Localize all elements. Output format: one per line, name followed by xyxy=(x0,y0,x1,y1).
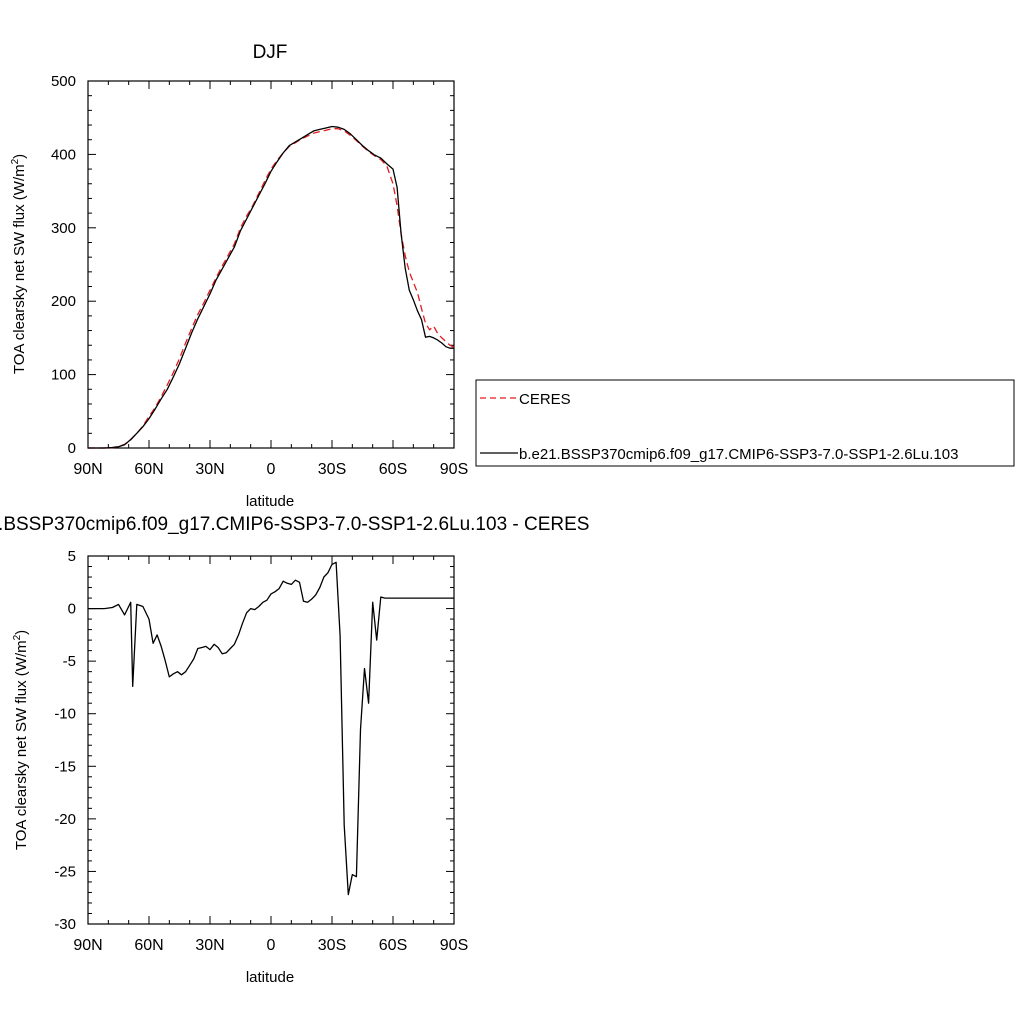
top-title: DJF xyxy=(253,42,288,63)
legend-label-model: b.e21.BSSP370cmip6.f09_g17.CMIP6-SSP3-7.… xyxy=(519,446,958,463)
y-tick-label: 300 xyxy=(51,220,76,237)
x-tick-label: 90S xyxy=(440,461,468,478)
y-tick-label: 5 xyxy=(68,548,76,565)
y-tick-label: 100 xyxy=(51,367,76,384)
top-ticks: 90N 60N 30N 0 30S 60S 90S 0 100 200 300 400 500 xyxy=(51,73,468,478)
x-tick-label: 60N xyxy=(134,461,163,478)
bottom-xlabel: latitude xyxy=(246,969,294,986)
y-tick-label: -10 xyxy=(54,706,76,723)
legend: CERES b.e21.BSSP370cmip6.f09_g17.CMIP6-S… xyxy=(475,379,1015,467)
legend-box xyxy=(475,379,1015,467)
top-ylabel-sup: 2 xyxy=(10,158,21,164)
x-tick-label: 60S xyxy=(379,461,407,478)
x-tick-label: 30N xyxy=(195,937,224,954)
bottom-plot-frame xyxy=(87,555,455,925)
y-tick-label: 0 xyxy=(68,440,76,457)
y-tick-label: 0 xyxy=(68,601,76,618)
y-tick-label: 200 xyxy=(51,293,76,310)
x-tick-label: 60N xyxy=(134,937,163,954)
bottom-ylabel-sup: 2 xyxy=(12,634,23,640)
bottom-series xyxy=(88,561,454,896)
top-xlabel: latitude xyxy=(246,493,294,510)
top-ylabel: TOA clearsky net SW flux (W/m2) xyxy=(10,154,28,374)
y-tick-label: 400 xyxy=(51,146,76,163)
top-series-line-1 xyxy=(88,128,455,449)
x-tick-label: 90S xyxy=(440,937,468,954)
bottom-ylabel: TOA clearsky net SW flux (W/m2) xyxy=(12,630,30,850)
y-tick-label: 500 xyxy=(51,73,76,90)
top-series xyxy=(88,125,455,449)
top-ylabel-main: TOA clearsky net SW flux (W/m xyxy=(11,164,28,374)
y-tick-label: -25 xyxy=(54,863,76,880)
x-tick-label: 30S xyxy=(318,461,346,478)
legend-label-ceres: CERES xyxy=(519,391,571,408)
x-tick-label: 90N xyxy=(73,937,102,954)
top-ylabel-close: ) xyxy=(11,154,28,159)
top-plot-frame xyxy=(87,80,455,449)
bottom-ylabel-main: TOA clearsky net SW flux (W/m xyxy=(13,640,30,850)
top-panel: DJF 90N 60N 30N 0 30S 60S 90S0100200300400500 … xyxy=(10,42,468,510)
x-tick-label: 0 xyxy=(267,937,276,954)
x-tick-label: 30N xyxy=(195,461,224,478)
y-tick-label: -15 xyxy=(54,758,76,775)
bottom-series-line-1 xyxy=(88,561,454,896)
x-tick-label: 30S xyxy=(318,937,346,954)
y-tick-label: -5 xyxy=(63,653,76,670)
y-tick-label: -20 xyxy=(54,811,76,828)
bottom-panel: b.e21.BSSP370cmip6.f09_g17.CMIP6-SSP3-7.… xyxy=(0,514,589,986)
y-tick-label: -30 xyxy=(54,916,76,933)
x-tick-label: 60S xyxy=(379,937,407,954)
bottom-title: b.e21.BSSP370cmip6.f09_g17.CMIP6-SSP3-7.… xyxy=(0,514,589,535)
bottom-ylabel-close: ) xyxy=(13,630,30,635)
x-tick-label: 90N xyxy=(73,461,102,478)
x-tick-label: 0 xyxy=(267,461,276,478)
bottom-ticks: 90N 60N 30N 0 30S 60S 90S 5 0 -5 -10 -15 -20 -25 -30 xyxy=(54,548,468,954)
top-series-line-2 xyxy=(88,125,454,449)
